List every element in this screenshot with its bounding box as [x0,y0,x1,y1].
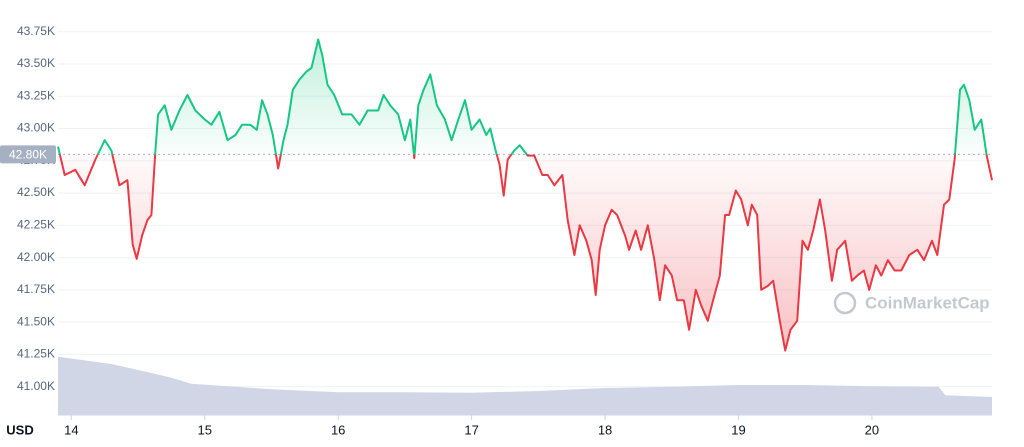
volume-area [58,356,992,415]
y-tick-label: 43.00K [17,121,55,135]
baseline-label-box [0,145,56,164]
currency-label: USD [6,422,33,437]
y-tick-label: 41.50K [17,314,55,328]
price-line [57,38,993,352]
x-tick-label: 18 [598,422,612,437]
y-tick-label: 43.75K [17,24,55,38]
x-tick-label: 14 [64,422,78,437]
x-tick-label: 20 [865,422,879,437]
y-tick-label: 41.25K [17,347,55,361]
y-tick-label: 42.50K [17,185,55,199]
y-tick-label: 42.25K [17,217,55,231]
y-tick-label: 43.50K [17,56,55,70]
y-tick-label: 43.25K [17,88,55,102]
price-area [58,39,992,351]
watermark: CoinMarketCap [833,291,990,315]
y-tick-label: 41.00K [17,379,55,393]
x-tick-label: 17 [464,422,478,437]
watermark-text: CoinMarketCap [865,293,990,312]
y-tick-label: 41.75K [17,282,55,296]
baseline-label: 42.80K [9,148,47,162]
x-tick-label: 16 [331,422,345,437]
x-tick-label: 15 [198,422,212,437]
x-tick-label: 19 [731,422,745,437]
y-tick-label: 42.00K [17,250,55,264]
watermark-logo [833,291,857,315]
